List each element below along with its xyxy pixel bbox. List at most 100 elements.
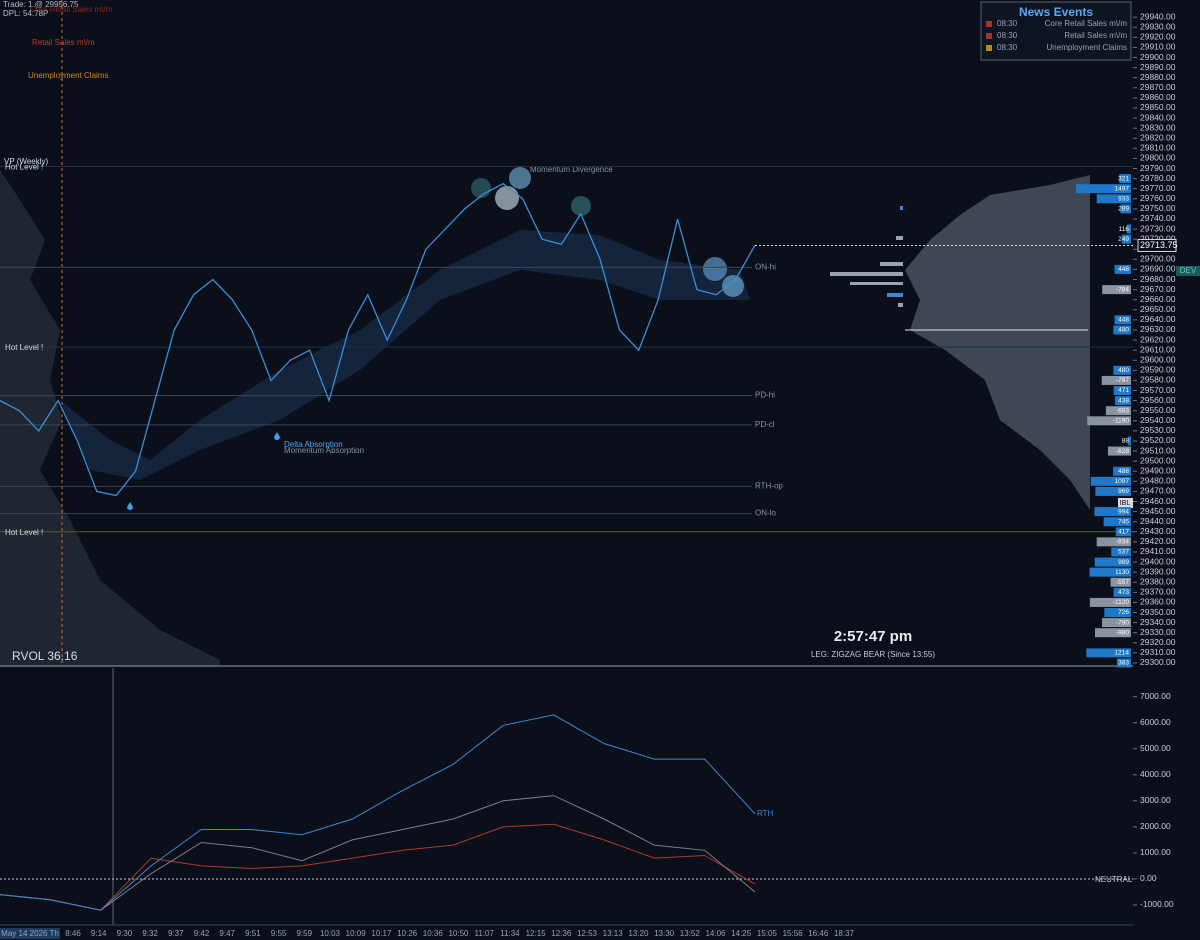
delta-profile-label: 989 <box>1118 559 1129 566</box>
rvol: RVOL 36.16 <box>12 649 78 663</box>
level-label: PD-hi <box>755 391 775 400</box>
delta-profile-bar <box>1113 466 1131 476</box>
price-tick-label: 29380.00 <box>1140 576 1176 586</box>
price-tick-label: 29920.00 <box>1140 32 1176 42</box>
delta-profile-label: -784 <box>1116 286 1129 293</box>
delta-profile-label: -557 <box>1116 579 1129 586</box>
price-tick-label: 29310.00 <box>1140 647 1176 657</box>
session-mini-profile <box>830 206 1088 331</box>
delta-profile-bar <box>1113 386 1131 396</box>
time-label: 10:36 <box>423 929 444 938</box>
price-tick-label: 29730.00 <box>1140 223 1176 233</box>
delta-tick-label: 7000.00 <box>1140 691 1171 701</box>
delta-profile-bar <box>1094 507 1131 517</box>
price-tick-label: 29780.00 <box>1140 173 1176 183</box>
news-color <box>986 21 992 27</box>
delta-profile-label: 249 <box>1118 236 1129 243</box>
delta-profile-bar <box>1121 234 1131 244</box>
delta-profile-bar <box>1102 285 1131 295</box>
news-marker-label: Retail Sales m\/m <box>32 38 95 47</box>
news-marker-label: Unemployment Claims <box>28 71 108 80</box>
price-tick-label: 29680.00 <box>1140 274 1176 284</box>
price-tick-label: 29580.00 <box>1140 375 1176 385</box>
time-label: 12:15 <box>526 929 547 938</box>
delta-profile-label: 480 <box>1118 367 1129 374</box>
news-marker-label: Core Retail Sales m\/m <box>30 5 113 14</box>
price-tick-label: 29660.00 <box>1140 294 1176 304</box>
price-tick-label: 29700.00 <box>1140 254 1176 264</box>
delta-tick-label: -1000.00 <box>1140 899 1174 909</box>
price-tick-label: 29690.00 <box>1140 264 1176 274</box>
price-tick-label: 29420.00 <box>1140 536 1176 546</box>
price-tick-label: 29550.00 <box>1140 405 1176 415</box>
price-tick-label: 29720.00 <box>1140 233 1176 243</box>
time-label: 13:30 <box>654 929 675 938</box>
price-tick-label: 29740.00 <box>1140 213 1176 223</box>
price-tick-label: 29850.00 <box>1140 102 1176 112</box>
delta-profile-bar <box>1107 446 1131 456</box>
vwap-cloud <box>60 230 750 480</box>
trade-info: Trade: 1 @ 29956.75 <box>3 0 79 9</box>
time-label: 9:59 <box>297 929 313 938</box>
time-label: 9:51 <box>245 929 261 938</box>
delta-profile-bar <box>1089 567 1131 577</box>
news-color <box>986 33 992 39</box>
price-tick-label: 29520.00 <box>1140 435 1176 445</box>
time-label: 11:07 <box>474 929 494 938</box>
delta-profile-bar <box>1087 416 1131 426</box>
delta-profile-bar <box>1076 184 1131 194</box>
news-name: Unemployment Claims <box>1047 43 1127 52</box>
delta-profile-bar <box>1126 224 1131 234</box>
price-tick-label: 29570.00 <box>1140 385 1176 395</box>
ibl-label: IBL <box>1120 500 1131 507</box>
hot-level-label: Hot Level ! <box>5 343 43 352</box>
price-tick-label: 29840.00 <box>1140 112 1176 122</box>
price-tick-label: 29360.00 <box>1140 597 1176 607</box>
delta-tick-label: 4000.00 <box>1140 769 1171 779</box>
clock: 2:57:47 pm <box>834 628 912 645</box>
price-tick-label: 29760.00 <box>1140 193 1176 203</box>
level-label: PD-cl <box>755 420 775 429</box>
price-tick-label: 29370.00 <box>1140 587 1176 597</box>
delta-profile-label: 448 <box>1118 266 1129 273</box>
time-label: 9:14 <box>91 929 107 938</box>
time-label: 9:32 <box>142 929 158 938</box>
delta-profile-bar <box>1086 648 1131 658</box>
time-label: 13:13 <box>603 929 624 938</box>
price-tick-label: 29790.00 <box>1140 163 1176 173</box>
delta-tick-label: 6000.00 <box>1140 717 1171 727</box>
delta-tick-label: 0.00 <box>1140 873 1157 883</box>
neutral-label: NEUTRAL <box>1095 875 1133 884</box>
annotation: Delta Absorption <box>284 440 343 449</box>
delta-tick-label: 3000.00 <box>1140 795 1171 805</box>
delta-line <box>0 823 756 911</box>
price-tick-label: 29530.00 <box>1140 425 1176 435</box>
price-tick-label: 29610.00 <box>1140 344 1176 354</box>
time-label: 9:47 <box>219 929 235 938</box>
profile-title: VP (Weekly) <box>4 157 48 166</box>
price-tick-label: 29500.00 <box>1140 455 1176 465</box>
delta-profile-bar <box>1115 527 1131 537</box>
price-tick-label: 29460.00 <box>1140 496 1176 506</box>
delta-profile-label: 383 <box>1118 660 1129 667</box>
delta-tick-label: 1000.00 <box>1140 847 1171 857</box>
delta-profile-label: -683 <box>1116 407 1129 414</box>
price-tick-label: 29430.00 <box>1140 526 1176 536</box>
time-label: 10:03 <box>320 929 341 938</box>
delta-profile-bar <box>1094 628 1131 638</box>
price-tick-label: 29600.00 <box>1140 354 1176 364</box>
price-tick-label: 29810.00 <box>1140 143 1176 153</box>
annotation: Momentum Divergence <box>530 165 613 174</box>
delta-profile-label: 438 <box>1118 397 1129 404</box>
delta-profile-label: 289 <box>1118 206 1129 213</box>
delta-profile-bar <box>1114 264 1131 274</box>
current-price-label: 29713.75 <box>1140 240 1178 250</box>
time-label: 12:36 <box>551 929 572 938</box>
delta-profile-label: -1120 <box>1113 599 1130 606</box>
signal-bubble <box>509 167 531 189</box>
delta-profile-label: -934 <box>1116 539 1129 546</box>
delta-line <box>0 795 756 911</box>
level-label: RTH-op <box>755 481 783 490</box>
ibl-tag <box>1118 498 1133 508</box>
